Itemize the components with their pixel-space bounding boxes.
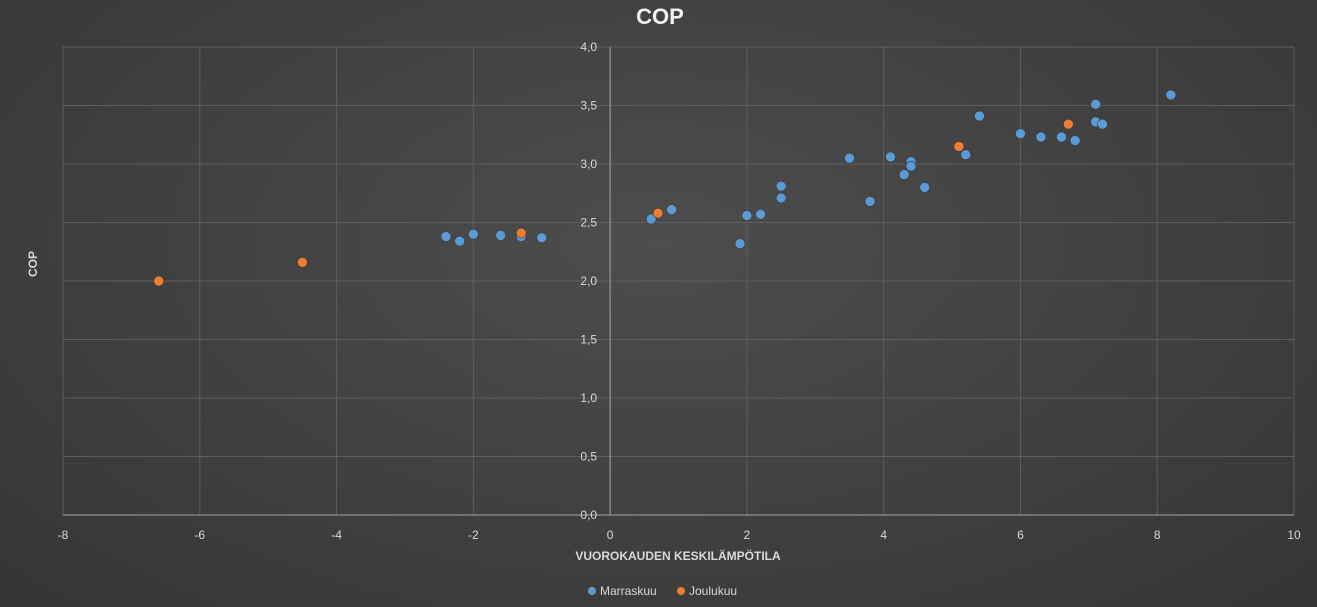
point-joulukuu	[1063, 118, 1074, 130]
point-marraskuu	[919, 182, 931, 193]
x-tick-label: 10	[1287, 528, 1301, 542]
point-joulukuu	[953, 141, 965, 152]
x-tick-label: -4	[331, 528, 342, 542]
point-marraskuu	[440, 231, 452, 242]
point-marraskuu	[775, 180, 787, 192]
point-marraskuu	[864, 196, 876, 207]
y-tick-label: 2,0	[580, 274, 597, 288]
tick-labels: 0,0 0,5 1,0 1,5 2,0 2,5 3,0 3,5 4,0 -8 -6 -4 -2 0 2 4 6 8…	[58, 40, 1301, 542]
point-marraskuu	[1090, 99, 1101, 110]
gridlines	[62, 46, 1295, 516]
x-tick-label: 0	[607, 528, 614, 542]
x-tick-label: 2	[744, 528, 751, 542]
y-tick-label: 3,5	[580, 99, 597, 113]
point-marraskuu	[1165, 89, 1177, 101]
y-axis-title: COP	[26, 251, 40, 277]
data-points	[153, 89, 1177, 287]
point-marraskuu	[734, 238, 746, 249]
point-marraskuu	[960, 149, 972, 160]
point-marraskuu	[885, 151, 896, 163]
point-marraskuu	[1056, 131, 1067, 143]
point-marraskuu	[741, 210, 753, 221]
x-tick-label: -6	[194, 528, 205, 542]
point-marraskuu	[468, 228, 479, 240]
x-tick-label: -2	[468, 528, 479, 542]
y-tick-label: 1,5	[580, 333, 597, 347]
x-tick-label: 4	[880, 528, 887, 542]
y-tick-label: 4,0	[580, 40, 597, 54]
chart-title: COP	[636, 4, 684, 29]
point-marraskuu	[536, 232, 548, 244]
legend-marker-joulukuu	[677, 587, 685, 595]
point-marraskuu	[645, 213, 657, 225]
point-marraskuu	[1097, 118, 1108, 130]
point-joulukuu	[652, 207, 664, 219]
x-axis-title: VUOROKAUDEN KESKILÄMPÖTILA	[575, 548, 781, 563]
point-marraskuu	[755, 209, 766, 220]
legend-label-joulukuu: Joulukuu	[689, 584, 737, 598]
point-marraskuu	[1015, 128, 1026, 139]
legend: Marraskuu Joulukuu	[588, 584, 737, 598]
point-marraskuu	[898, 169, 910, 180]
x-tick-label: 8	[1154, 528, 1161, 542]
x-tick-label: -8	[58, 528, 69, 542]
y-tick-label: 1,0	[580, 391, 597, 405]
point-joulukuu	[515, 227, 527, 239]
legend-label-marraskuu: Marraskuu	[600, 584, 657, 598]
legend-marker-marraskuu	[588, 587, 596, 595]
x-tick-label: 6	[1017, 528, 1024, 542]
y-tick-label: 2,5	[580, 216, 597, 230]
point-joulukuu	[297, 256, 308, 268]
point-marraskuu	[974, 110, 985, 122]
point-marraskuu	[1035, 131, 1047, 143]
point-marraskuu	[1069, 135, 1081, 146]
y-tick-label: 0,0	[580, 508, 597, 522]
point-joulukuu	[153, 275, 165, 287]
y-tick-label: 0,5	[580, 450, 597, 464]
axes	[63, 47, 1294, 516]
point-marraskuu	[905, 161, 917, 172]
point-marraskuu	[666, 204, 677, 215]
y-tick-label: 3,0	[580, 157, 597, 171]
point-marraskuu	[454, 235, 465, 247]
point-marraskuu	[495, 230, 506, 241]
point-marraskuu	[775, 192, 787, 204]
point-marraskuu	[844, 152, 855, 164]
